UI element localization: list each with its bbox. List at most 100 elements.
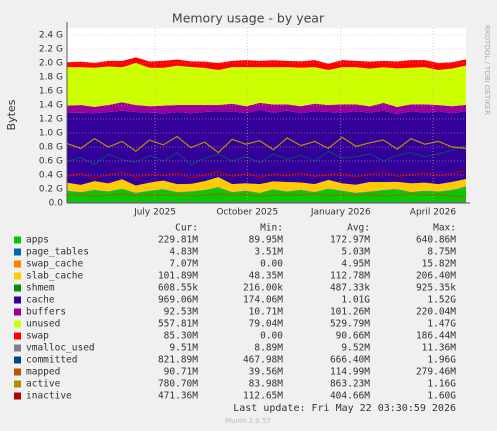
- legend-label: vmalloc_used: [26, 343, 95, 354]
- legend-stat: 206.40M: [416, 271, 456, 282]
- legend-stat: 89.95M: [249, 235, 284, 246]
- legend-stat: 4.83M: [169, 247, 198, 258]
- legend-stat: 8.89M: [254, 343, 283, 354]
- legend-stat: 216.00k: [243, 283, 283, 294]
- legend-swatch: [14, 272, 21, 280]
- area: [67, 186, 466, 203]
- legend-stat: 471.36M: [158, 391, 198, 402]
- legend-stat: 279.46M: [416, 367, 456, 378]
- legend-swatch: [14, 356, 21, 364]
- legend-stat: 90.71M: [164, 367, 199, 378]
- legend-label: buffers: [26, 307, 66, 318]
- legend-swatch: [14, 248, 21, 256]
- legend-stat: 7.07M: [169, 259, 198, 270]
- legend-stat: 3.51M: [254, 247, 283, 258]
- legend-label: unused: [26, 319, 60, 330]
- legend-stat: 863.23M: [330, 379, 370, 390]
- legend-label: active: [26, 379, 61, 390]
- legend-swatch: [14, 296, 21, 304]
- column-header: Min:: [260, 223, 283, 234]
- y-tick-label: 0.4 G: [39, 171, 63, 181]
- legend-stat: 114.99M: [330, 367, 370, 378]
- legend-stat: 640.86M: [416, 235, 456, 246]
- y-tick-label: 1.8 G: [39, 73, 63, 83]
- legend-stat: 101.26M: [330, 307, 370, 318]
- line: [66, 135, 467, 154]
- line: [66, 193, 467, 198]
- y-tick-label: 0.6 G: [39, 157, 63, 167]
- legend-label: slab_cache: [26, 271, 83, 282]
- legend-swatch: [14, 284, 21, 292]
- legend-stat: 404.66M: [330, 391, 370, 402]
- legend-stat: 39.56M: [249, 367, 284, 378]
- legend-stat: 5.03M: [341, 247, 370, 258]
- legend-stat: 83.98M: [249, 379, 284, 390]
- legend-swatch: [14, 332, 21, 340]
- legend-swatch: [14, 236, 21, 244]
- line: [66, 169, 467, 179]
- legend-stat: 90.66M: [336, 331, 371, 342]
- legend-stat: 79.04M: [249, 319, 284, 330]
- legend-stat: 1.60G: [427, 391, 456, 402]
- x-tick-label: October 2025: [216, 208, 278, 218]
- legend-label: cache: [26, 295, 55, 306]
- area: [67, 57, 466, 71]
- legend-stat: 1.52G: [427, 295, 456, 306]
- legend-stat: 4.95M: [341, 259, 370, 270]
- y-tick-label: 2.2 G: [39, 45, 63, 55]
- area: [67, 63, 466, 107]
- legend-stat: 186.44M: [416, 331, 456, 342]
- area: [67, 102, 466, 114]
- legend-stat: 821.89M: [158, 355, 198, 366]
- plot: [66, 57, 467, 203]
- y-tick-label: 0.2 G: [39, 185, 63, 195]
- y-tick-label: 2.0 G: [39, 59, 63, 69]
- legend-stat: 15.82M: [422, 259, 457, 270]
- legend-stat: 229.81M: [158, 235, 198, 246]
- legend-stat: 9.51M: [169, 343, 198, 354]
- legend-stat: 112.65M: [243, 391, 283, 402]
- legend-stat: 969.06M: [158, 295, 198, 306]
- legend-stat: 666.40M: [330, 355, 370, 366]
- legend-stat: 85.30M: [164, 331, 199, 342]
- y-axis-label: Bytes: [5, 99, 18, 130]
- footer: Munin 2.0.57: [225, 417, 271, 425]
- column-header: Avg:: [347, 223, 370, 234]
- x-tick-label: January 2026: [310, 208, 371, 218]
- legend-stat: 925.35k: [416, 283, 456, 294]
- legend-stat: 1.01G: [341, 295, 370, 306]
- side-text: RRDTOOL / TOBI OETIKER: [483, 25, 491, 115]
- legend-label: page_tables: [26, 247, 89, 258]
- legend-label: mapped: [26, 367, 60, 378]
- legend-stat: 1.47G: [427, 319, 456, 330]
- legend-stat: 48.35M: [249, 271, 284, 282]
- legend-swatch: [14, 368, 21, 376]
- legend-stat: 174.06M: [243, 295, 283, 306]
- legend-swatch: [14, 344, 21, 352]
- legend-stat: 10.71M: [249, 307, 284, 318]
- legend-stat: 1.96G: [427, 355, 456, 366]
- y-tick-label: 1.2 G: [39, 115, 63, 125]
- legend-stat: 0.00: [260, 331, 283, 342]
- legend-stat: 1.16G: [427, 379, 456, 390]
- legend-stat: 92.53M: [164, 307, 199, 318]
- legend-label: committed: [26, 355, 77, 366]
- legend-label: inactive: [26, 391, 72, 402]
- legend-stat: 172.97M: [330, 235, 370, 246]
- legend-label: swap: [26, 331, 49, 342]
- legend-swatch: [14, 320, 21, 328]
- line: [66, 145, 467, 166]
- legend-stat: 220.04M: [416, 307, 456, 318]
- legend-stat: 780.70M: [158, 379, 198, 390]
- legend-swatch: [14, 380, 21, 388]
- legend-swatch: [14, 260, 21, 268]
- legend-stat: 0.00: [260, 259, 283, 270]
- column-header: Cur:: [175, 223, 198, 234]
- area: [67, 109, 466, 186]
- x-tick-label: April 2026: [410, 208, 457, 218]
- y-tick-label: 0.8 G: [39, 143, 63, 153]
- y-tick-label: 1.6 G: [39, 87, 63, 97]
- legend-stat: 11.36M: [422, 343, 457, 354]
